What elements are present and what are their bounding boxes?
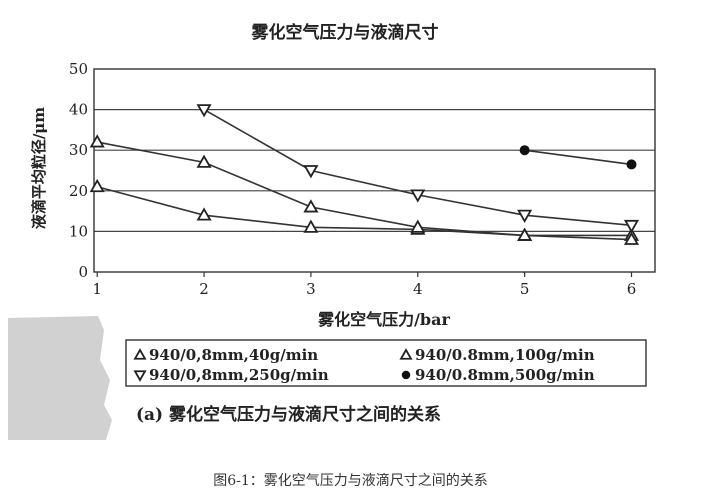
series-4 — [519, 145, 637, 170]
y-tick-label: 40 — [69, 101, 88, 119]
x-tick-labels: 1 2 3 4 5 6 — [92, 272, 636, 298]
y-tick-label: 20 — [69, 182, 88, 200]
data-series — [89, 104, 640, 245]
y-tick-label: 10 — [69, 222, 88, 240]
y-tick-label: 30 — [69, 141, 88, 159]
legend-label: 940/0,8mm,40g/min — [149, 346, 318, 364]
data-point — [623, 231, 640, 245]
data-point — [626, 159, 637, 170]
legend-marker — [399, 348, 413, 360]
y-tick-labels: 0 10 20 30 40 50 — [69, 60, 88, 281]
data-point — [303, 199, 319, 213]
y-tick-label: 50 — [69, 60, 88, 78]
data-point — [196, 104, 212, 118]
data-point — [519, 145, 530, 156]
data-point — [89, 178, 105, 193]
series-line — [203, 108, 632, 227]
x-tick-label: 2 — [199, 280, 209, 298]
legend-item: 940/0.8mm,500g/min — [401, 366, 595, 384]
legend-item: 940/0.8mm,100g/min — [399, 346, 595, 364]
legend-item: 940/0,8mm,40g/min — [133, 346, 318, 364]
data-point — [410, 189, 426, 203]
x-tick-label: 3 — [306, 280, 316, 298]
legend-marker — [401, 370, 411, 380]
data-point — [196, 154, 212, 168]
series-2 — [89, 134, 640, 245]
data-point — [517, 209, 533, 223]
legend: 940/0,8mm,40g/min 940/0.8mm,100g/min 940/0… — [133, 346, 595, 384]
legend-label: 940/0.8mm,500g/min — [415, 366, 595, 384]
data-point — [89, 134, 105, 148]
x-axis-label: 雾化空气压力/bar — [317, 310, 450, 329]
legend-marker — [133, 370, 147, 382]
series-line — [97, 141, 632, 241]
data-point — [196, 207, 212, 221]
x-tick-label: 6 — [627, 280, 637, 298]
figure-caption: 图6-1：雾化空气压力与液滴尺寸之间的关系 — [213, 473, 488, 489]
series-3 — [196, 104, 640, 234]
legend-box — [125, 339, 647, 387]
grid-lines — [94, 108, 655, 232]
legend-item: 940/0,8mm,250g/min — [133, 366, 329, 384]
subcaption: (a) 雾化空气压力与液滴尺寸之间的关系 — [136, 404, 441, 425]
series-line — [524, 149, 632, 166]
legend-label: 940/0.8mm,100g/min — [415, 346, 595, 364]
data-point — [303, 219, 319, 233]
data-point — [303, 165, 319, 179]
series-line — [97, 185, 632, 237]
y-tick-label: 0 — [78, 263, 88, 281]
x-tick-label: 1 — [92, 280, 102, 298]
plot-area-frame — [93, 68, 656, 273]
chart-title: 雾化空气压力与液滴尺寸 — [251, 22, 439, 43]
data-point — [623, 219, 640, 234]
x-tick-label: 4 — [413, 280, 423, 298]
data-point — [517, 227, 533, 241]
legend-marker — [133, 348, 147, 360]
scan-smudge — [8, 316, 112, 440]
x-tick-label: 5 — [520, 280, 530, 298]
y-axis-label: 液滴平均粒径/μm — [30, 107, 48, 229]
legend-label: 940/0,8mm,250g/min — [149, 366, 329, 384]
data-point — [410, 219, 426, 233]
